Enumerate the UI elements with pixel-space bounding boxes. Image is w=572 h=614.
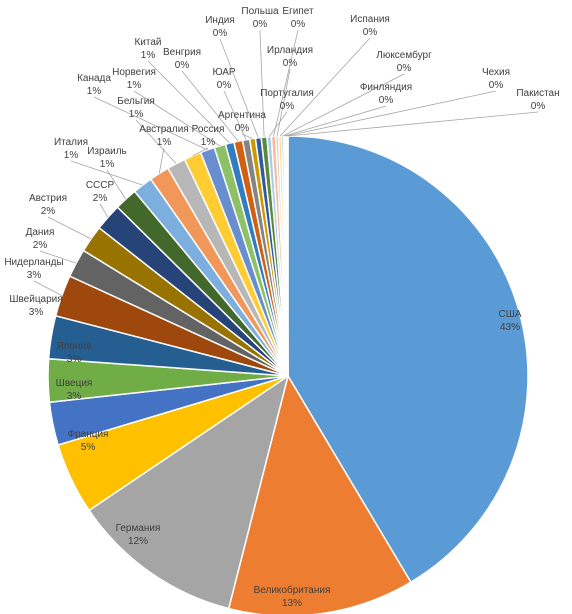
slice-label-percent-japan: 3% xyxy=(67,354,82,365)
pie-slice-usa xyxy=(287,135,529,584)
slice-label-name-poland: Польша xyxy=(241,6,279,17)
leader-line-portugal xyxy=(268,111,288,137)
leader-line-belgium xyxy=(135,119,177,164)
leader-line-italy xyxy=(70,160,143,186)
slice-label-name-austria: Австрия xyxy=(29,193,67,204)
leader-line-spain xyxy=(279,37,371,137)
slice-label-name-denmark: Дания xyxy=(26,227,55,238)
leader-line-ireland xyxy=(276,68,291,137)
leader-line-canada xyxy=(93,96,208,151)
slice-labels: США 43% Великобритания 13% Германия 12% Франци… xyxy=(4,6,559,609)
slice-label-percent-egypt: 0% xyxy=(291,19,306,30)
slice-label-percent-spain: 0% xyxy=(363,27,378,38)
slice-label-percent-portugal: 0% xyxy=(280,101,295,112)
slice-label-name-switzerland: Швейцария xyxy=(9,294,62,305)
slice-label-percent-south-africa: 0% xyxy=(217,80,232,91)
slice-label-percent-switzerland: 3% xyxy=(29,307,44,318)
slice-label-percent-austria: 2% xyxy=(41,206,56,217)
slice-label-percent-china: 1% xyxy=(141,50,156,61)
slice-label-percent-czechia: 0% xyxy=(489,80,504,91)
slice-label-percent-sweden: 3% xyxy=(67,391,82,402)
slice-label-percent-denmark: 2% xyxy=(33,240,48,251)
leader-line-netherlands xyxy=(33,280,63,296)
slice-label-name-luxembourg: Люксембург xyxy=(376,49,432,61)
slice-label-name-france: Франция xyxy=(68,429,109,440)
leader-line-poland xyxy=(259,29,265,138)
slice-label-name-russia: Россия xyxy=(192,124,225,135)
leader-line-pakistan xyxy=(287,111,539,137)
slice-label-percent-france: 5% xyxy=(81,442,96,453)
slice-label-name-usa: США xyxy=(498,309,521,320)
slice-label-name-israel: Израиль xyxy=(87,146,127,157)
slice-label-name-netherlands: Нидерланды xyxy=(4,257,63,268)
slice-label-name-australia: Австралия xyxy=(139,124,188,135)
slice-label-percent-norway: 1% xyxy=(127,80,142,91)
leader-line-czechia xyxy=(286,90,497,137)
slice-label-name-portugal: Португалия xyxy=(260,88,314,99)
slice-label-name-germany: Германия xyxy=(116,523,161,534)
slice-label-percent-uk: 13% xyxy=(282,598,302,609)
slice-label-percent-belgium: 1% xyxy=(129,109,144,120)
slice-label-percent-netherlands: 3% xyxy=(27,270,42,281)
leader-line-australia xyxy=(158,147,165,174)
slice-label-percent-russia: 1% xyxy=(201,137,216,148)
slice-label-percent-italy: 1% xyxy=(64,150,79,161)
slice-label-percent-poland: 0% xyxy=(253,19,268,30)
slice-label-name-norway: Норвегия xyxy=(112,67,156,78)
leader-line-luxembourg xyxy=(282,73,405,137)
leader-line-egypt xyxy=(273,29,299,137)
slice-label-name-egypt: Египет xyxy=(282,6,314,17)
pie-slice-germany xyxy=(88,374,290,610)
slice-label-percent-hungary: 0% xyxy=(175,60,190,71)
leader-lines xyxy=(33,29,539,296)
slice-label-name-uk: Великобритания xyxy=(254,584,331,596)
leader-line-hungary xyxy=(181,70,239,142)
slice-label-name-belgium: Бельгия xyxy=(117,96,155,107)
slice-label-name-japan: Япония xyxy=(57,341,92,352)
leader-line-finland xyxy=(284,105,387,137)
slice-label-name-ussr: СССР xyxy=(86,180,115,191)
leader-line-argentina xyxy=(241,133,253,139)
slice-label-name-south-africa: ЮАР xyxy=(212,67,235,78)
slice-label-name-czechia: Чехия xyxy=(482,67,510,78)
leader-line-austria xyxy=(47,216,92,240)
slice-label-name-sweden: Швеция xyxy=(56,378,93,389)
slice-label-percent-luxembourg: 0% xyxy=(397,63,412,74)
slice-label-name-canada: Канада xyxy=(77,73,111,84)
slice-label-percent-argentina: 0% xyxy=(235,123,250,134)
leader-line-india xyxy=(219,38,259,138)
slice-label-percent-israel: 1% xyxy=(100,159,115,170)
leader-line-china xyxy=(147,60,230,144)
slice-label-name-hungary: Венгрия xyxy=(163,47,201,58)
slice-label-name-ireland: Ирландия xyxy=(267,45,313,56)
slice-label-name-finland: Финляндия xyxy=(360,82,412,93)
slice-label-percent-ireland: 0% xyxy=(283,58,298,69)
leader-line-israel xyxy=(106,169,127,200)
slice-label-percent-ussr: 2% xyxy=(93,193,108,204)
leader-line-south-africa xyxy=(223,90,247,140)
slice-label-name-china: Китай xyxy=(134,37,161,48)
slice-label-percent-canada: 1% xyxy=(87,86,102,97)
slice-label-percent-australia: 1% xyxy=(157,137,172,148)
slice-label-name-italy: Италия xyxy=(54,137,88,148)
slice-label-percent-finland: 0% xyxy=(379,95,394,106)
leader-line-denmark xyxy=(39,250,77,264)
slice-label-percent-germany: 12% xyxy=(128,536,148,547)
slice-label-percent-india: 0% xyxy=(213,28,228,39)
leader-line-norway xyxy=(133,90,221,147)
slice-label-name-pakistan: Пакистан xyxy=(516,88,559,99)
slice-label-name-spain: Испания xyxy=(350,14,390,25)
slice-label-name-argentina: Аргентина xyxy=(218,110,266,121)
pie-slices xyxy=(47,135,529,614)
pie-slice-uk xyxy=(227,374,412,614)
slice-label-percent-usa: 43% xyxy=(500,322,520,333)
leader-line-ussr xyxy=(99,203,109,218)
slice-label-name-india: Индия xyxy=(205,15,235,26)
slice-label-percent-pakistan: 0% xyxy=(531,101,546,112)
